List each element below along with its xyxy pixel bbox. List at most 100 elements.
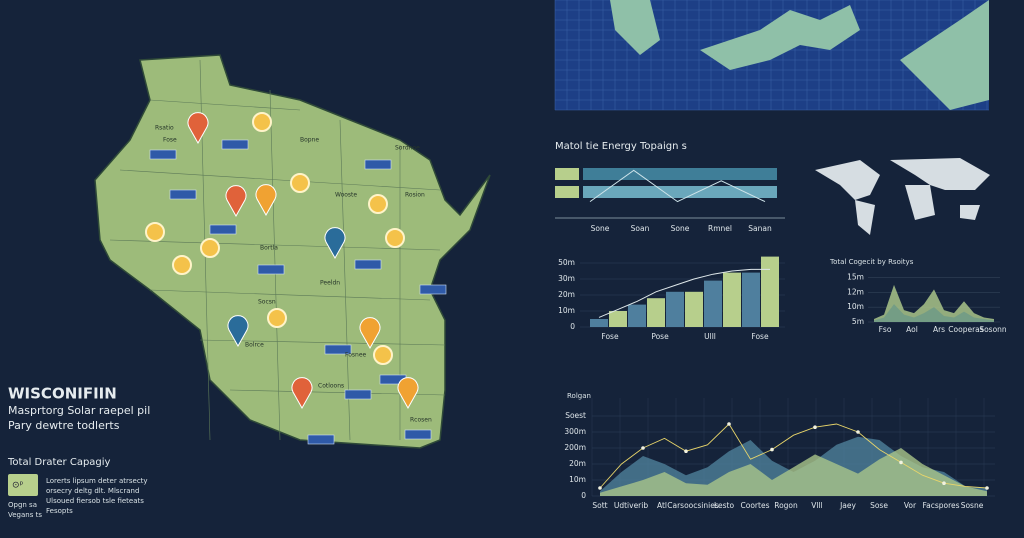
- y-tick-label: 15m: [847, 272, 864, 281]
- x-tick-label: Sose: [870, 501, 888, 510]
- y-tick-label: 20m: [569, 459, 586, 468]
- bar-label-box: [555, 168, 579, 180]
- sun-marker: [267, 308, 287, 328]
- pin-marker: [187, 112, 209, 145]
- summary-line: Ulsoued fiersob tsle fieteats: [46, 497, 144, 505]
- sun-marker: [252, 112, 272, 132]
- h-bar: [583, 186, 777, 198]
- x-tick-label: Sosonn: [979, 325, 1007, 334]
- place-label: Sordnoe: [395, 145, 420, 152]
- summary-title: Total Drater Capagiy: [7, 457, 111, 468]
- summary-line: Fesopts: [46, 507, 73, 515]
- side-label: Opgn sa: [8, 501, 37, 509]
- map-subtitle: Masprtorg Solar raepel pil: [8, 404, 150, 417]
- line-point: [770, 447, 774, 452]
- solar-panel: [209, 224, 237, 235]
- y-tick-label: 0: [570, 322, 575, 331]
- pin-marker: [324, 227, 346, 260]
- solar-panel: [404, 429, 432, 440]
- satellite-map: [554, 0, 989, 111]
- solar-panel: [149, 149, 177, 160]
- bar: [647, 298, 665, 327]
- summary-icon: [8, 474, 38, 496]
- panel-title: Total Cogecit by Rsoitys: [829, 258, 914, 266]
- x-tick-label: Coortes: [741, 501, 770, 510]
- h-bar: [583, 168, 777, 180]
- x-tick-label: Lesto: [714, 501, 735, 510]
- solar-panel: [257, 264, 285, 275]
- panel-title: Rolgan: [567, 392, 591, 400]
- bar: [704, 280, 722, 327]
- x-tick-label: Fso: [879, 325, 892, 334]
- sun-marker: [368, 194, 388, 214]
- line-point: [985, 486, 989, 490]
- sun-marker: [200, 238, 220, 258]
- x-tick-label: Sanan: [748, 224, 772, 233]
- y-tick-label: 20m: [558, 290, 575, 299]
- x-tick-label: Carsoocsinies: [667, 501, 719, 510]
- map-title: WISCONIFIIN: [8, 385, 117, 403]
- place-label: Rosion: [405, 192, 425, 199]
- x-tick-label: Ulll: [704, 332, 716, 341]
- sun-marker: [172, 255, 192, 275]
- place-label: Bortla: [260, 245, 278, 252]
- bar: [609, 311, 627, 327]
- x-tick-label: Vlll: [811, 501, 822, 510]
- world-map: [815, 158, 990, 235]
- sun-marker: [145, 222, 165, 242]
- solar-panel: [364, 159, 392, 170]
- y-tick-label: 300m: [564, 427, 586, 436]
- pin-marker: [255, 184, 277, 217]
- x-tick-label: Vor: [904, 501, 917, 510]
- area: [600, 448, 987, 496]
- solar-panel: [307, 434, 335, 445]
- y-tick-label: 0: [581, 491, 586, 500]
- x-tick-label: Jaey: [839, 501, 856, 510]
- pin-marker: [291, 377, 313, 410]
- bar: [685, 291, 703, 327]
- x-tick-label: Sosne: [961, 501, 984, 510]
- place-label: Bopne: [300, 137, 319, 144]
- x-tick-label: Cooperas: [948, 325, 983, 334]
- bar-label-box: [555, 186, 579, 198]
- x-tick-label: Rmnel: [708, 224, 732, 233]
- sun-marker: [290, 173, 310, 193]
- place-label: Socsn: [258, 299, 276, 306]
- x-tick-label: Soan: [631, 224, 650, 233]
- x-tick-label: Udtiverib: [614, 501, 648, 510]
- area: [874, 304, 994, 322]
- side-label: Vegans ts: [8, 511, 42, 519]
- x-tick-label: Ars: [933, 325, 945, 334]
- solar-panel: [344, 389, 372, 400]
- place-label: Bolrce: [245, 342, 264, 349]
- y-tick-label: 10m: [558, 306, 575, 315]
- panel-title: Matol tie Energy Topaign s: [555, 141, 687, 152]
- summary-line: Lorerts lipsum deter atrsecty: [46, 477, 148, 485]
- place-label: Fose: [163, 137, 177, 144]
- summary-icon-text: ⊙ᵖ: [12, 481, 24, 491]
- x-tick-label: Sone: [671, 224, 690, 233]
- pin-marker: [359, 317, 381, 350]
- line-point: [942, 481, 946, 486]
- y-tick-label: 10m: [847, 302, 864, 311]
- y-tick-label: 50m: [558, 258, 575, 267]
- bar: [666, 291, 684, 327]
- line: [599, 423, 988, 489]
- x-tick-label: Rogon: [774, 501, 798, 510]
- solar-panel: [354, 259, 382, 270]
- summary-line: orsecry deltg dlt. Mlscrand: [46, 487, 139, 495]
- state-map: Rsatio Fose Bopne Sordnoe Wooste Rosion Bortla…: [94, 54, 491, 449]
- line-point: [641, 446, 645, 450]
- x-tick-label: Fose: [751, 332, 769, 341]
- y-tick-label: 12m: [847, 287, 864, 296]
- bar: [590, 319, 608, 327]
- x-tick-label: Facspores: [922, 501, 959, 510]
- place-label: Rcosen: [410, 417, 432, 424]
- line-point: [727, 422, 731, 426]
- bar: [761, 256, 779, 327]
- line-point: [856, 430, 860, 434]
- bar: [742, 272, 760, 327]
- line: [598, 268, 770, 318]
- place-label: Cotloons: [318, 383, 344, 390]
